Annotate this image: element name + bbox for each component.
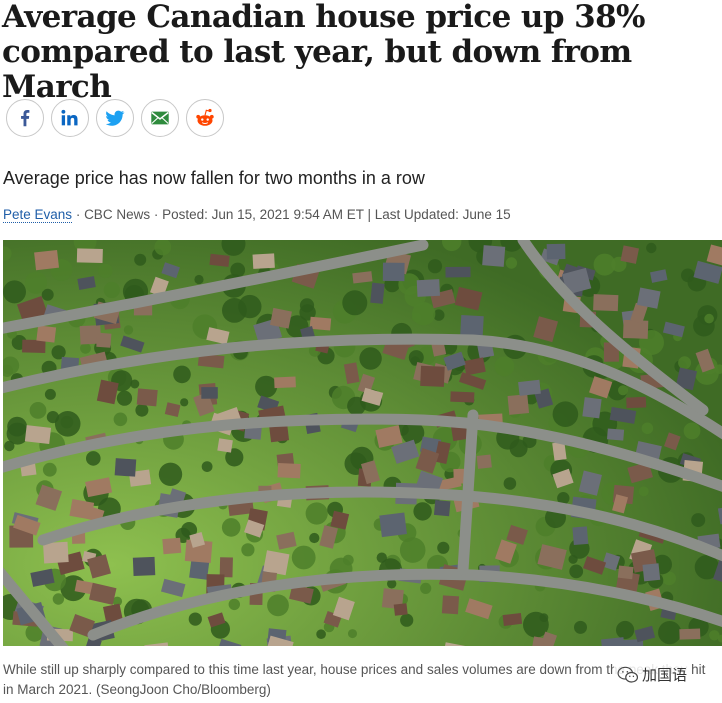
updated-date: Last Updated: June 15 <box>374 207 511 222</box>
email-icon <box>151 111 169 125</box>
byline-dot: · <box>153 207 163 222</box>
byline-separator: | <box>367 207 372 222</box>
share-reddit-button[interactable] <box>186 99 224 137</box>
share-twitter-button[interactable] <box>96 99 134 137</box>
photo-caption: While still up sharply compared to this … <box>3 662 706 697</box>
share-facebook-button[interactable] <box>6 99 44 137</box>
share-linkedin-button[interactable] <box>51 99 89 137</box>
wechat-watermark: 加国语 <box>614 664 691 685</box>
article-byline: Pete Evans · CBC News · Posted: Jun 15, … <box>3 206 511 224</box>
share-bar <box>6 99 224 137</box>
article-headline: Average Canadian house price up 38% comp… <box>2 0 646 105</box>
posted-date: Posted: Jun 15, 2021 9:54 AM ET <box>162 207 364 222</box>
reddit-icon <box>196 108 214 126</box>
facebook-icon <box>21 110 30 127</box>
wechat-icon <box>617 666 639 683</box>
article-subtitle: Average price has now fallen for two mon… <box>3 168 425 188</box>
aerial-neighborhood-photo <box>3 240 722 646</box>
author-link[interactable]: Pete Evans <box>3 207 73 223</box>
linkedin-icon <box>61 109 78 126</box>
watermark-text: 加国语 <box>642 667 688 684</box>
share-email-button[interactable] <box>141 99 179 137</box>
twitter-icon <box>105 110 125 126</box>
news-source: CBC News <box>84 207 151 222</box>
byline-dot: · <box>75 207 85 222</box>
